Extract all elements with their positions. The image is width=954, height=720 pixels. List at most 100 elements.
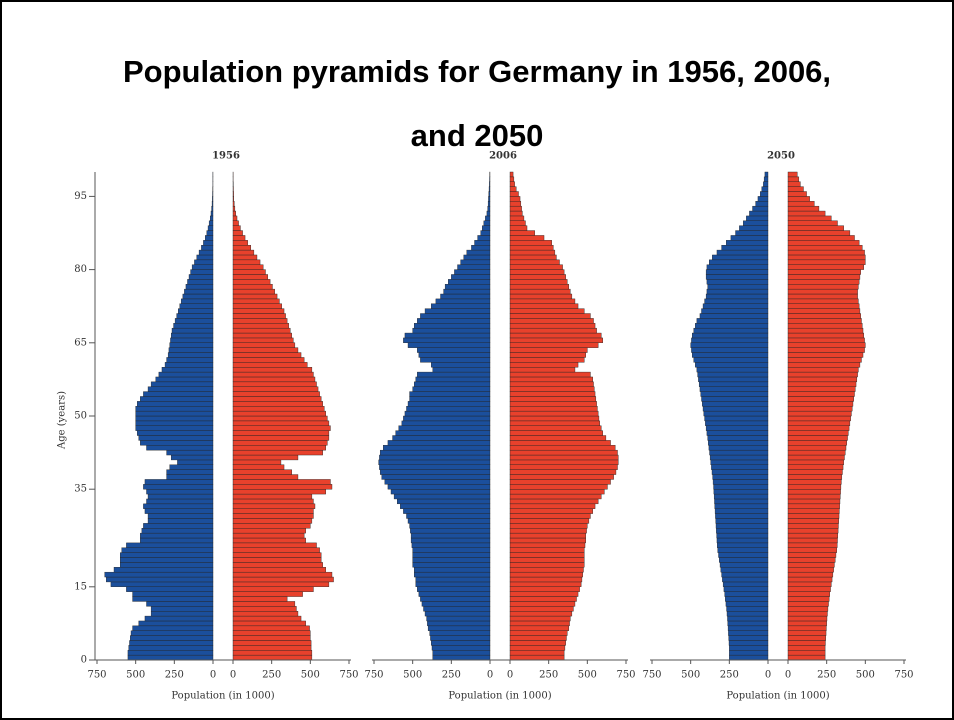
bar (232, 254, 258, 261)
bar (232, 523, 311, 529)
bar (232, 308, 285, 314)
bar (232, 601, 296, 607)
bar (427, 620, 491, 627)
bar (509, 503, 596, 509)
bar (403, 337, 491, 344)
bar (509, 464, 618, 470)
panel-title: 2050 (767, 151, 795, 162)
bar (232, 557, 322, 563)
bar (509, 415, 600, 422)
bar (412, 547, 491, 553)
bar (169, 342, 214, 348)
bar (787, 371, 858, 378)
x-tick-label: 250 (442, 670, 461, 681)
bar (743, 220, 769, 226)
bar (471, 244, 491, 251)
bar (509, 620, 570, 627)
bar (787, 352, 864, 358)
bar (232, 615, 302, 622)
bar (727, 620, 769, 627)
page-title: Population pyramids for Germany in 1956,… (122, 54, 832, 153)
bar (787, 293, 858, 300)
bar (720, 567, 769, 573)
bar (787, 176, 800, 182)
bar (137, 401, 214, 407)
bar (232, 410, 327, 417)
bar (787, 518, 839, 524)
bar (509, 615, 571, 622)
bar (232, 562, 323, 568)
bar (482, 225, 491, 231)
bar (787, 254, 866, 261)
x-tick-label: 750 (364, 670, 383, 681)
bar (232, 298, 280, 304)
bar (763, 176, 769, 182)
bar (379, 469, 491, 475)
bar (171, 454, 214, 461)
bar (787, 542, 838, 548)
bar (509, 186, 517, 192)
bar (232, 449, 323, 456)
bar (135, 420, 214, 426)
bar (509, 244, 554, 251)
bar (787, 298, 859, 304)
bar (787, 484, 842, 490)
bar (176, 313, 214, 319)
bar (509, 215, 525, 221)
bar (691, 347, 769, 353)
bar (208, 220, 214, 226)
bar (232, 576, 334, 583)
bar (726, 606, 769, 612)
bar (715, 523, 769, 529)
bar (232, 210, 236, 217)
x-tick-label: 500 (578, 670, 597, 681)
bar (509, 323, 596, 329)
bar (415, 376, 491, 383)
bar (147, 386, 214, 392)
bar (232, 205, 236, 212)
bar (702, 406, 769, 412)
bar (232, 225, 241, 231)
bar (418, 352, 491, 358)
bar (509, 210, 523, 217)
bar (509, 308, 585, 314)
bar (177, 459, 214, 466)
bar (426, 615, 491, 622)
bar (787, 464, 844, 470)
bar (787, 650, 826, 656)
bar (509, 445, 616, 451)
bar (787, 181, 801, 187)
bar (728, 640, 769, 646)
bar (232, 518, 313, 524)
bar (232, 293, 278, 300)
bar (509, 601, 576, 607)
x-tick-label: 250 (817, 670, 836, 681)
bar (509, 171, 514, 178)
bar (232, 469, 292, 475)
bar (423, 606, 491, 612)
bar (232, 484, 333, 490)
bar (787, 620, 827, 627)
bar (140, 537, 214, 544)
bar (787, 386, 856, 392)
bar (232, 508, 314, 514)
bar (787, 259, 866, 265)
bar (432, 654, 491, 661)
bar (787, 601, 829, 607)
bar (509, 284, 569, 290)
bar (381, 474, 491, 480)
bar (232, 220, 239, 226)
bar (409, 391, 491, 397)
bar (787, 381, 857, 387)
bar (420, 596, 491, 602)
bar (787, 357, 862, 363)
x-tick-label: 0 (210, 670, 216, 681)
bar (787, 235, 855, 241)
x-axis-label: Population (in 1000) (726, 691, 829, 702)
bar (232, 542, 317, 548)
bar (760, 191, 769, 197)
panel-title: 1956 (212, 151, 240, 162)
bar (509, 274, 566, 280)
bar (411, 542, 491, 548)
